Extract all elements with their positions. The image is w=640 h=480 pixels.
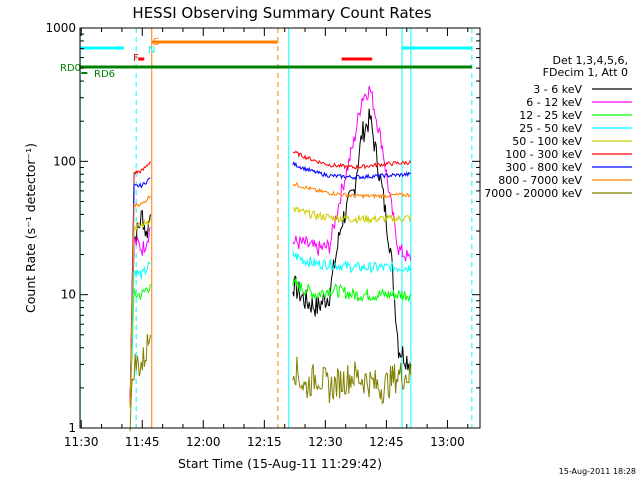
flag-label: S — [153, 37, 159, 48]
legend-label: 3 - 6 keV — [533, 83, 582, 96]
timestamp-label: 15-Aug-2011 18:28 — [559, 467, 636, 476]
legend-label: 300 - 800 keV — [505, 161, 582, 174]
flag-label: RD6 — [94, 69, 115, 80]
series-line — [292, 108, 412, 373]
y-tick-label: 1 — [68, 421, 76, 435]
flag-label: N — [148, 45, 155, 56]
plot-frame — [79, 27, 481, 429]
legend-label: 7000 - 20000 keV — [484, 187, 582, 200]
x-axis-label: Start Time (15-Aug-11 11:29:42) — [178, 456, 382, 471]
series-line — [129, 261, 151, 403]
series-line — [292, 150, 412, 171]
x-tick-label: 12:30 — [308, 435, 343, 449]
series-line — [292, 356, 412, 405]
series-line — [129, 195, 151, 405]
series-line — [292, 85, 412, 262]
legend-label: 6 - 12 keV — [526, 96, 582, 109]
y-axis-label: Count Rate (s⁻¹ detector⁻¹) — [23, 143, 38, 313]
chart-title: HESSI Observing Summary Count Rates — [132, 4, 431, 22]
flag-label: RD0 — [60, 63, 81, 74]
legend-label: 25 - 50 keV — [519, 122, 582, 135]
legend: Det 1,3,4,5,6,FDecim 1, Att 0 3 - 6 keV6 … — [484, 54, 632, 200]
series-line — [129, 334, 151, 432]
legend-label: 800 - 7000 keV — [498, 174, 582, 187]
y-axis: 1 10 100 1000 — [45, 21, 480, 435]
series-line — [292, 160, 412, 181]
series-line — [292, 250, 412, 274]
y-tick-label: 1000 — [45, 21, 76, 35]
series-line — [292, 181, 412, 200]
legend-header: Det 1,3,4,5,6, — [552, 54, 628, 67]
legend-header: FDecim 1, Att 0 — [543, 66, 628, 79]
flag-bars: RD0 RD6 SNF — [60, 28, 473, 428]
x-tick-label: 11:45 — [125, 435, 160, 449]
y-tick-label: 10 — [61, 288, 76, 302]
x-tick-label: 13:00 — [430, 435, 465, 449]
x-tick-label: 12:15 — [247, 435, 282, 449]
legend-label: 50 - 100 keV — [512, 135, 582, 148]
legend-label: 12 - 25 keV — [519, 109, 582, 122]
y-tick-label: 100 — [53, 154, 76, 168]
x-tick-label: 12:00 — [186, 435, 221, 449]
series-line — [292, 206, 412, 225]
x-tick-label: 12:45 — [369, 435, 404, 449]
series-line — [292, 277, 412, 303]
legend-label: 100 - 300 keV — [505, 148, 582, 161]
x-axis: 11:30 11:45 12:00 12:15 12:30 12:45 13:00 — [64, 28, 469, 449]
flag-label: F — [133, 53, 139, 64]
x-tick-label: 11:30 — [64, 435, 99, 449]
series-layer — [129, 85, 412, 432]
